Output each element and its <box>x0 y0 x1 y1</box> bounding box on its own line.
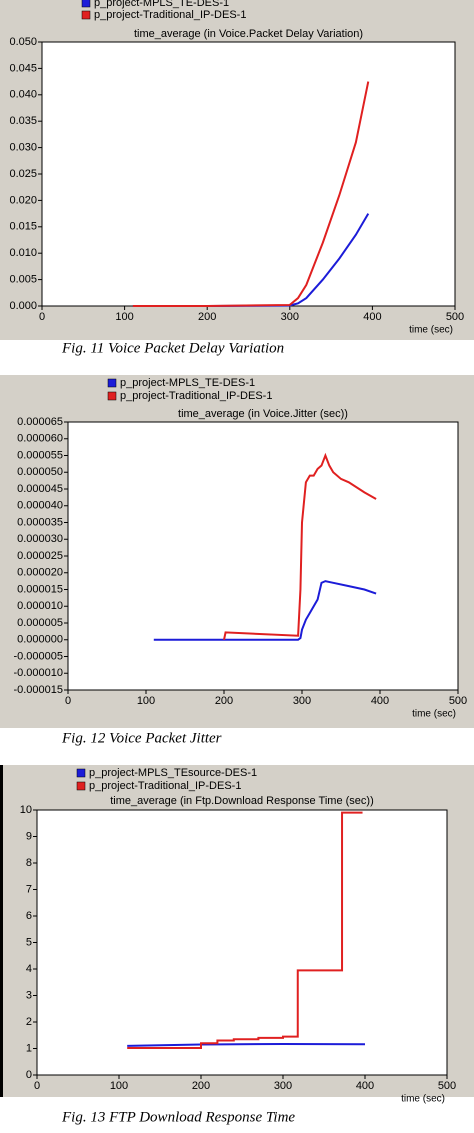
y-tick-label: 0.025 <box>9 168 37 180</box>
series-line <box>223 452 377 640</box>
y-tick-label: 0.000035 <box>17 516 63 528</box>
y-tick-label: 0.000045 <box>17 483 63 495</box>
legend-label: p_project-Traditional_IP-DES-1 <box>94 9 246 21</box>
y-tick-label: 0.000010 <box>17 600 63 612</box>
plot-title: time_average (in Voice.Jitter (sec)) <box>178 408 348 420</box>
y-tick-label: 0.045 <box>9 62 37 74</box>
y-tick-label: 0.000030 <box>17 533 63 545</box>
x-axis-label: time (sec) <box>409 325 453 336</box>
y-tick-label: 1 <box>26 1042 32 1054</box>
x-tick-label: 200 <box>215 695 233 707</box>
x-tick-label: 100 <box>110 1080 128 1092</box>
plot-area <box>36 809 448 1076</box>
y-tick-label: 0.030 <box>9 142 37 154</box>
y-tick-label: 9 <box>26 830 32 842</box>
x-tick-label: 300 <box>274 1080 292 1092</box>
y-tick-label: 7 <box>26 883 32 895</box>
caption: Fig. 12 Voice Packet Jitter <box>61 730 222 746</box>
legend-swatch <box>76 781 86 791</box>
legend-swatch <box>107 391 117 401</box>
panel-border <box>0 765 3 1097</box>
y-tick-label: 4 <box>26 963 32 975</box>
legend-label: p_project-MPLS_TE-DES-1 <box>94 0 229 9</box>
legend-swatch <box>107 378 117 388</box>
y-tick-label: 0.000020 <box>17 567 63 579</box>
y-tick-label: 3 <box>26 989 32 1001</box>
y-tick-label: 6 <box>26 910 32 922</box>
y-tick-label: 2 <box>26 1016 32 1028</box>
series-line <box>127 1042 366 1047</box>
x-tick-label: 0 <box>65 695 71 707</box>
series-line <box>132 81 370 307</box>
caption: Fig. 11 Voice Packet Delay Variation <box>61 340 284 356</box>
y-tick-label: 0.000040 <box>17 500 63 512</box>
y-tick-label: -0.000015 <box>13 684 63 696</box>
y-tick-label: 10 <box>20 804 32 816</box>
x-tick-label: 400 <box>371 695 389 707</box>
x-tick-label: 400 <box>356 1080 374 1092</box>
x-tick-label: 500 <box>438 1080 456 1092</box>
y-tick-label: -0.000010 <box>13 667 63 679</box>
y-tick-label: 8 <box>26 857 32 869</box>
plot-area <box>67 421 459 691</box>
x-axis-label: time (sec) <box>401 1094 445 1105</box>
x-tick-label: 200 <box>198 311 216 323</box>
y-tick-label: 0.000 <box>9 300 37 312</box>
y-tick-label: 0.010 <box>9 247 37 259</box>
x-tick-label: 500 <box>449 695 467 707</box>
y-tick-label: 0.015 <box>9 221 37 233</box>
x-tick-label: 300 <box>281 311 299 323</box>
legend-label: p_project-Traditional_IP-DES-1 <box>120 390 272 402</box>
caption: Fig. 13 FTP Download Response Time <box>61 1109 295 1125</box>
plot-title: time_average (in Voice.Packet Delay Vari… <box>134 28 363 40</box>
y-tick-label: 0.035 <box>9 115 37 127</box>
y-tick-label: 0.000025 <box>17 550 63 562</box>
y-tick-label: 0 <box>26 1069 32 1081</box>
legend-swatch <box>76 768 86 778</box>
y-tick-label: 0.000005 <box>17 617 63 629</box>
x-tick-label: 300 <box>293 695 311 707</box>
legend-swatch <box>81 10 91 20</box>
y-tick-label: 0.000065 <box>17 416 63 428</box>
y-tick-label: 0.020 <box>9 194 37 206</box>
y-tick-label: 0.000055 <box>17 449 63 461</box>
legend-label: p_project-MPLS_TEsource-DES-1 <box>89 767 257 779</box>
x-tick-label: 200 <box>192 1080 210 1092</box>
y-tick-label: 0.000050 <box>17 466 63 478</box>
series-line <box>127 811 363 1049</box>
x-tick-label: 400 <box>363 311 381 323</box>
plot-area <box>41 41 456 307</box>
x-tick-label: 500 <box>446 311 464 323</box>
legend-label: p_project-MPLS_TE-DES-1 <box>120 377 255 389</box>
plot-title: time_average (in Ftp.Download Response T… <box>110 795 374 807</box>
series-line <box>153 580 377 641</box>
y-tick-label: 0.000060 <box>17 433 63 445</box>
y-tick-label: 0.005 <box>9 274 37 286</box>
x-tick-label: 0 <box>34 1080 40 1092</box>
x-tick-label: 0 <box>39 311 45 323</box>
legend-label: p_project-Traditional_IP-DES-1 <box>89 780 241 792</box>
y-tick-label: 0.040 <box>9 89 37 101</box>
y-tick-label: 5 <box>26 936 32 948</box>
x-axis-label: time (sec) <box>412 709 456 720</box>
legend-swatch <box>81 0 91 8</box>
y-tick-label: 0.000015 <box>17 583 63 595</box>
y-tick-label: 0.000000 <box>17 634 63 646</box>
x-tick-label: 100 <box>115 311 133 323</box>
x-tick-label: 100 <box>137 695 155 707</box>
y-tick-label: 0.050 <box>9 36 37 48</box>
y-tick-label: -0.000005 <box>13 650 63 662</box>
